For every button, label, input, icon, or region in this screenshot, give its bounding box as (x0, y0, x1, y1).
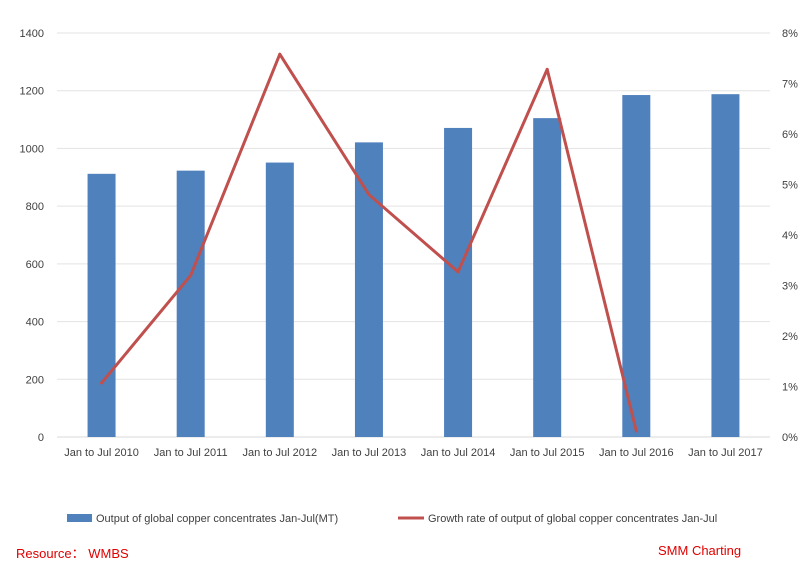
bar-series (87, 94, 740, 438)
left-tick-label: 1000 (20, 143, 44, 155)
right-axis: 0% 1% 2% 3% 4% 5% 6% 7% 8% (782, 28, 798, 444)
x-tick-label: Jan to Jul 2017 (688, 447, 763, 459)
legend-label-bar: Output of global copper concentrates Jan… (96, 513, 338, 525)
resource-note: Resource： WMBS (16, 546, 129, 561)
right-tick-label: 3% (782, 281, 798, 293)
left-tick-label: 1200 (20, 86, 44, 98)
line-point (634, 429, 638, 433)
bar (533, 118, 562, 437)
legend-swatch-bar (67, 514, 92, 522)
left-tick-label: 200 (26, 374, 44, 386)
line-series (100, 52, 638, 433)
line-point (545, 67, 549, 71)
x-tick-label: Jan to Jul 2014 (421, 447, 496, 459)
line-point (189, 273, 193, 277)
right-tick-label: 4% (782, 230, 798, 242)
right-tick-label: 8% (782, 28, 798, 40)
x-tick-label: Jan to Jul 2015 (510, 447, 585, 459)
x-tick-label: Jan to Jul 2010 (64, 447, 139, 459)
x-axis: Jan to Jul 2010 Jan to Jul 2011 Jan to Jul… (64, 447, 763, 459)
right-tick-label: 2% (782, 331, 798, 343)
left-tick-label: 1400 (20, 28, 44, 40)
line-point (367, 193, 371, 197)
gridlines (57, 32, 770, 438)
right-tick-label: 1% (782, 382, 798, 394)
legend-label-line: Growth rate of output of global copper c… (428, 513, 717, 525)
bar (354, 142, 383, 437)
bar (444, 127, 473, 437)
right-tick-label: 0% (782, 432, 798, 444)
left-tick-label: 800 (26, 201, 44, 213)
bar (265, 162, 294, 437)
brand-label: SMM Charting (658, 543, 742, 558)
line-point (278, 52, 282, 56)
x-tick-label: Jan to Jul 2011 (154, 447, 228, 459)
line-point (100, 381, 104, 385)
legend: Output of global copper concentrates Jan… (67, 513, 717, 525)
right-tick-label: 6% (782, 129, 798, 141)
bar (711, 94, 740, 438)
x-tick-label: Jan to Jul 2012 (243, 447, 318, 459)
x-tick-label: Jan to Jul 2016 (599, 447, 674, 459)
right-tick-label: 7% (782, 79, 798, 91)
line-point (456, 270, 460, 274)
left-tick-label: 400 (26, 317, 44, 329)
right-tick-label: 5% (782, 180, 798, 192)
bar (176, 170, 205, 438)
bar (87, 173, 116, 437)
left-axis: 0 200 400 600 800 1000 1200 1400 (20, 28, 44, 444)
left-tick-label: 0 (38, 432, 44, 444)
x-tick-label: Jan to Jul 2013 (332, 447, 407, 459)
bar (622, 95, 651, 438)
left-tick-label: 600 (26, 259, 44, 271)
